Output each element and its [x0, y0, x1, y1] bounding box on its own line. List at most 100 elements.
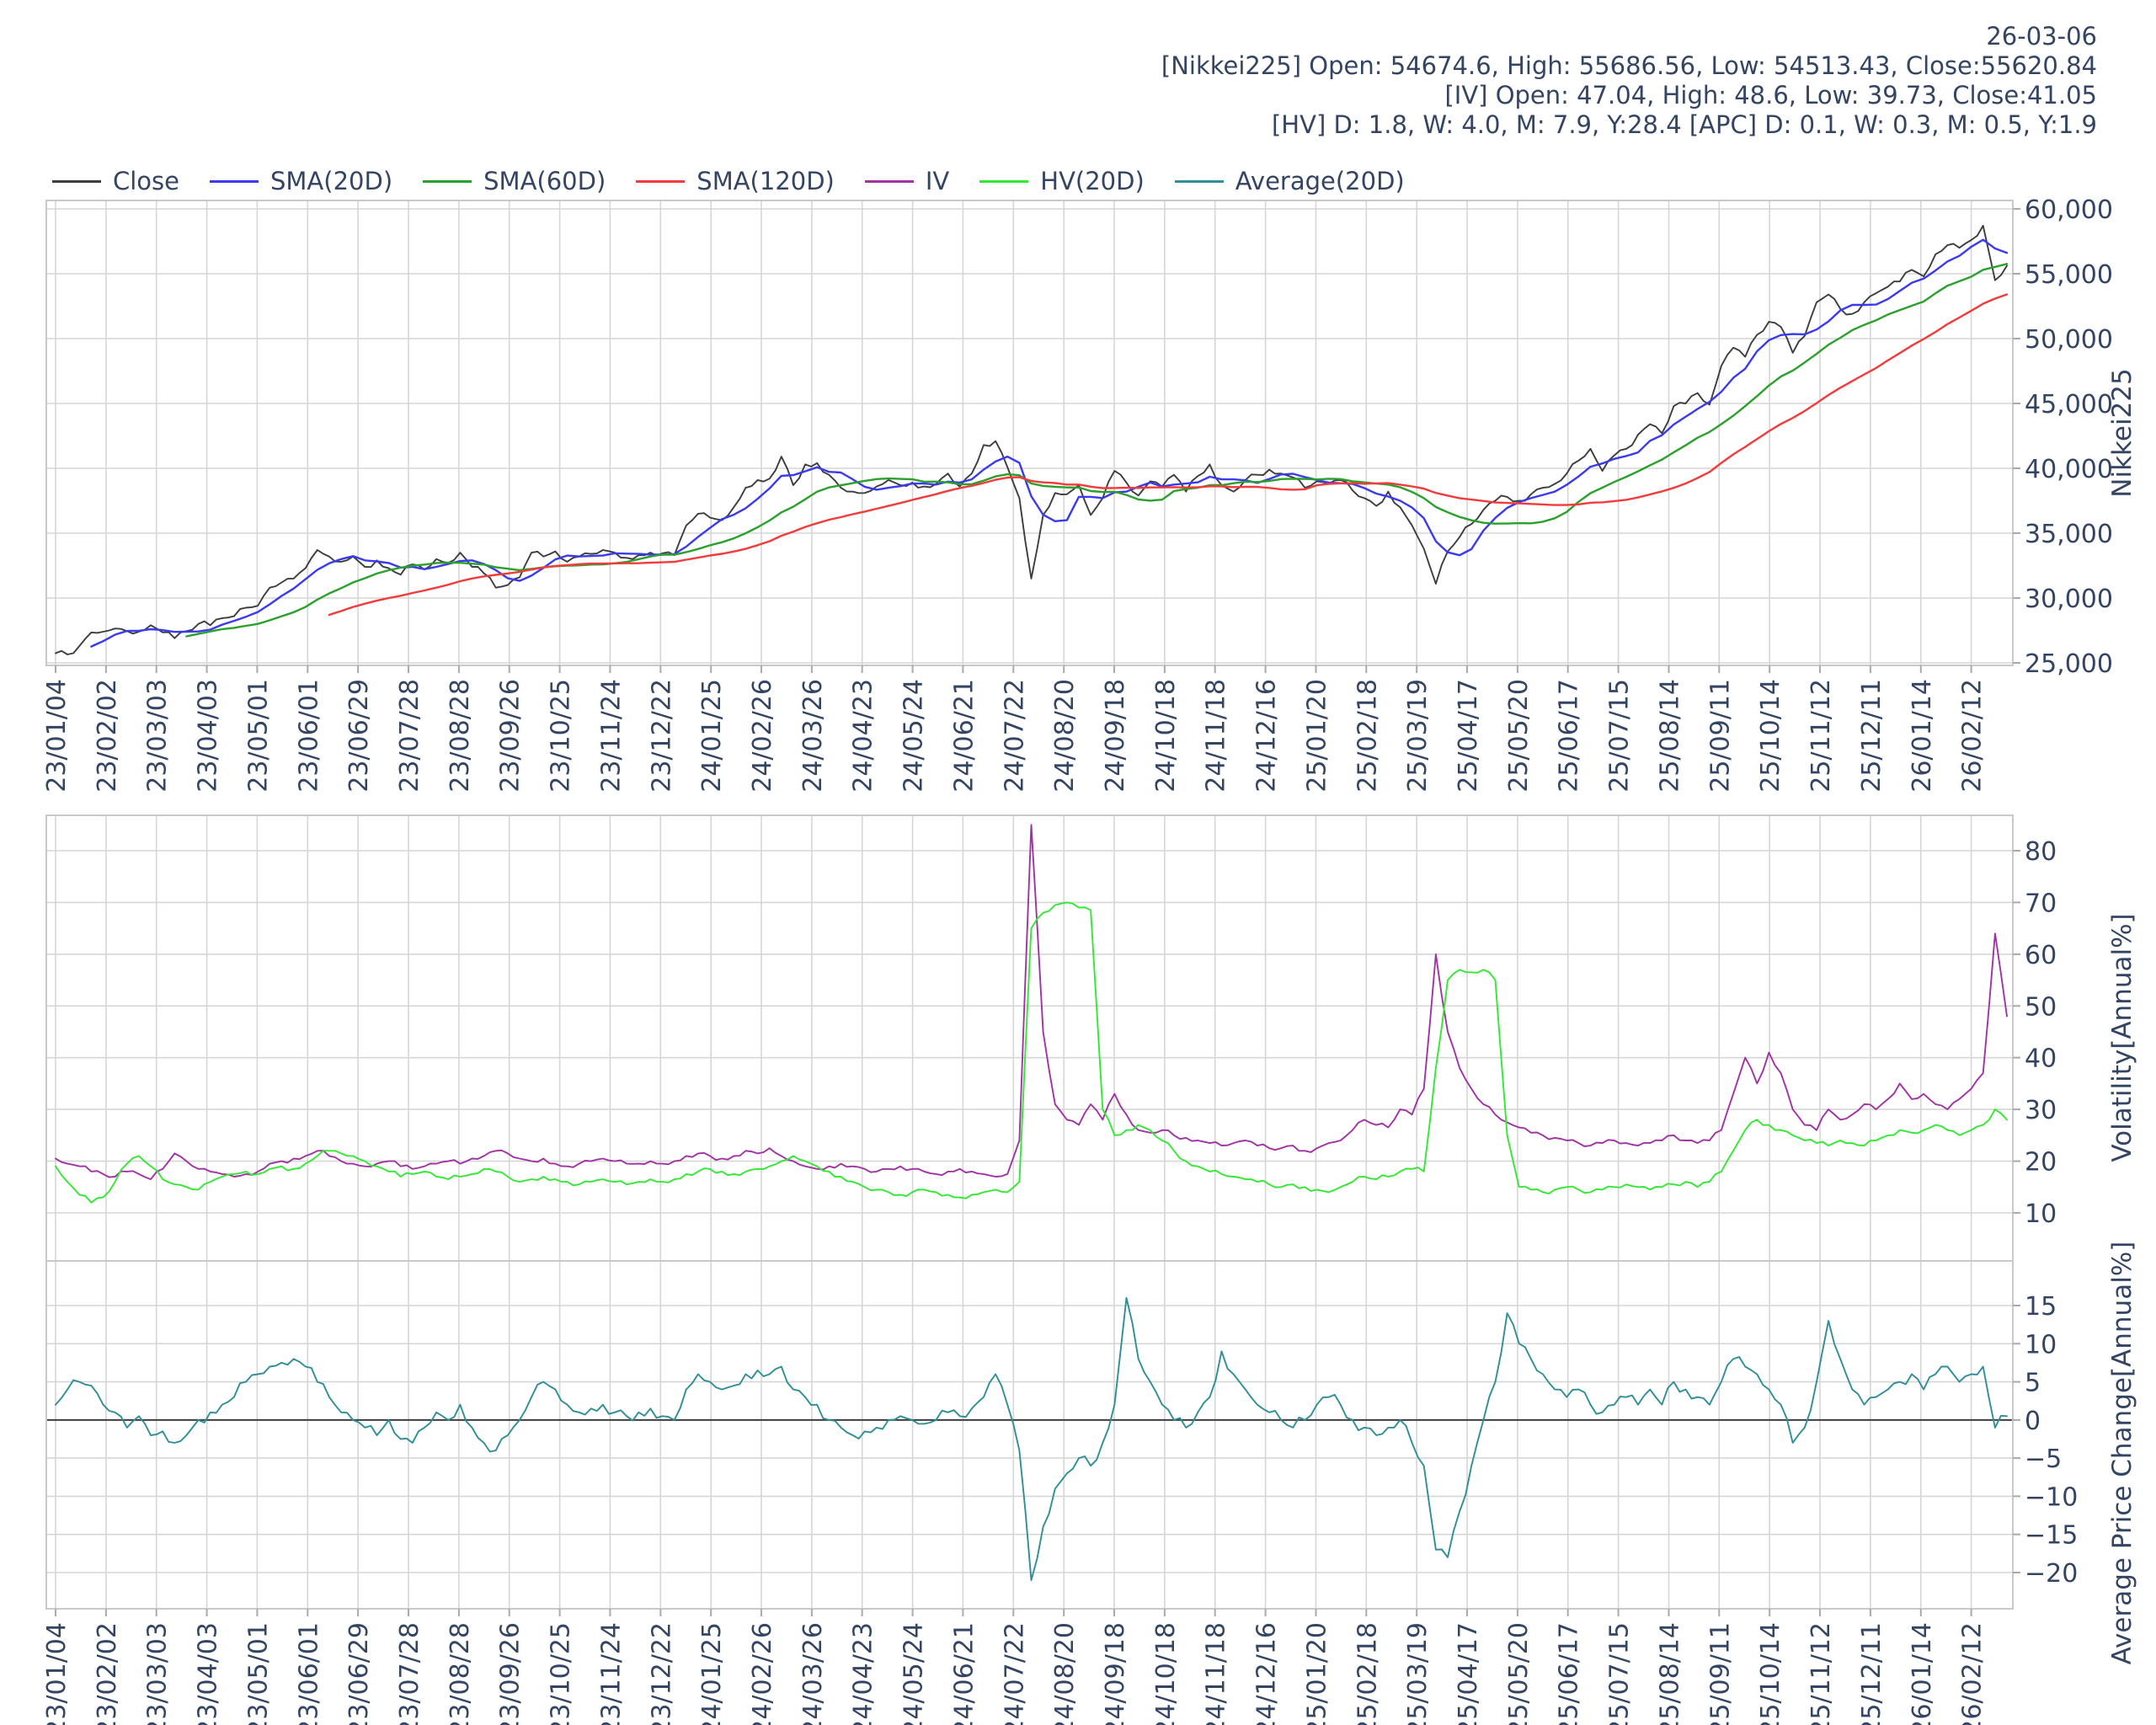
average-price-change-annual-plot: −20 −15 −10 −5 0 5 10 15 23/01/04 23/02/02 23/03/0…: [42, 1242, 2137, 1725]
x-tick-label: 24/03/26: [798, 679, 828, 793]
y-tick-label: 10: [2025, 1199, 2057, 1229]
x-tick-label: 24/10/18: [1151, 1622, 1181, 1725]
y-tick-label: 25,000: [2025, 649, 2113, 679]
x-tick-label: 25/10/14: [1756, 679, 1785, 793]
x-tick-label: 23/11/24: [596, 1622, 626, 1725]
x-tick-label: 23/08/28: [446, 1622, 475, 1725]
x-tick-label: 25/07/15: [1605, 1622, 1635, 1725]
x-tick-label: 24/03/26: [798, 1622, 828, 1725]
x-tick-label: 24/02/26: [748, 679, 777, 793]
x-tick-label: 23/08/28: [446, 679, 475, 793]
x-tick-label: 25/04/17: [1454, 1622, 1483, 1725]
x-tick-label: 24/05/24: [899, 679, 929, 793]
x-tick-label: 24/12/16: [1252, 1622, 1282, 1725]
x-tick-label: 24/06/21: [949, 1622, 979, 1725]
legend-label: SMA(120D): [696, 167, 835, 195]
x-tick-label: 25/03/19: [1403, 679, 1433, 793]
y-tick-label: −5: [2025, 1445, 2062, 1474]
legend-item-iv: IV: [864, 167, 950, 195]
x-tick-label: 23/05/01: [243, 679, 273, 793]
sma-120d-line: [328, 293, 2009, 617]
x-tick-label: 24/04/23: [849, 679, 878, 793]
x-tick-label: 24/07/22: [1000, 679, 1029, 793]
y-tick-label: 15: [2025, 1292, 2057, 1322]
legend-item-close: Close: [52, 167, 179, 195]
legend-swatch-sma-120d: [636, 179, 686, 183]
x-tick-label: 23/10/25: [547, 1622, 576, 1725]
x-tick-label: 23/01/04: [42, 679, 72, 793]
x-tick-label: 23/01/04: [42, 1622, 72, 1725]
x-tick-label: 23/03/03: [143, 679, 173, 793]
hv-apc-summary: [HV] D: 1.8, W: 4.0, M: 7.9, Y:28.4 [APC…: [1271, 110, 2097, 139]
x-tick-label: 24/09/18: [1101, 1622, 1130, 1725]
x-tick-label: 23/12/22: [647, 679, 676, 793]
y-tick-label: −10: [2025, 1482, 2078, 1512]
x-tick-label: 25/09/11: [1705, 1622, 1735, 1725]
legend-label: SMA(20D): [270, 167, 393, 195]
y-tick-label: 0: [2025, 1407, 2041, 1436]
legend-label: HV(20D): [1040, 167, 1145, 195]
y-tick-label: 50: [2025, 992, 2057, 1022]
iv-line: [55, 824, 2008, 1181]
plot-frame: [45, 1260, 2014, 1610]
x-tick-label: 25/06/17: [1555, 1622, 1584, 1725]
y-tick-label: 60,000: [2025, 195, 2113, 225]
average-20d-line: [55, 1296, 2008, 1582]
sma-60d-line: [185, 263, 2009, 638]
y-tick-label: 50,000: [2025, 325, 2113, 355]
x-tick-label: 26/01/14: [1908, 679, 1937, 793]
legend-swatch-sma-60d: [423, 179, 472, 183]
legend-swatch-close: [52, 179, 101, 183]
x-tick-label: 24/11/18: [1202, 1622, 1231, 1725]
y-tick-label: 35,000: [2025, 520, 2113, 549]
x-tick-label: 25/03/19: [1403, 1622, 1433, 1725]
legend-item-average-20d: Average(20D): [1174, 167, 1405, 195]
x-tick-label: 25/10/14: [1756, 1622, 1785, 1725]
x-tick-label: 24/12/16: [1252, 679, 1282, 793]
y-tick-label: 80: [2025, 837, 2057, 867]
x-tick-label: 24/01/25: [697, 1622, 727, 1725]
legend-label: SMA(60D): [483, 167, 606, 195]
x-tick-label: 26/02/12: [1958, 679, 1988, 793]
x-tick-label: 25/05/20: [1504, 679, 1534, 793]
x-tick-label: 25/01/20: [1303, 679, 1332, 793]
y-tick-label: 30,000: [2025, 585, 2113, 614]
x-tick-label: 23/02/02: [93, 679, 122, 793]
x-tick-label: 24/06/21: [949, 679, 979, 793]
x-tick-label: 25/11/12: [1806, 679, 1836, 793]
x-tick-label: 25/02/18: [1353, 1622, 1382, 1725]
date-label: 26-03-06: [1986, 22, 2097, 51]
x-tick-label: 25/06/17: [1555, 679, 1584, 793]
legend-item-sma-60d: SMA(60D): [423, 167, 606, 195]
x-tick-label: 24/01/25: [697, 679, 727, 793]
x-tick-label: 26/02/12: [1958, 1622, 1988, 1725]
legend-item-sma-120d: SMA(120D): [636, 167, 835, 195]
x-tick-label: 24/09/18: [1101, 679, 1130, 793]
x-tick-label: 24/04/23: [849, 1622, 878, 1725]
x-tick-label: 25/02/18: [1353, 679, 1382, 793]
x-tick-label: 23/03/03: [143, 1622, 173, 1725]
x-tick-label: 25/09/11: [1705, 679, 1735, 793]
x-tick-label: 24/05/24: [899, 1622, 929, 1725]
x-tick-label: 25/12/11: [1857, 1622, 1886, 1725]
x-tick-label: 25/08/14: [1656, 1622, 1685, 1725]
x-tick-label: 24/08/20: [1050, 679, 1080, 793]
x-tick-label: 24/07/22: [1000, 1622, 1029, 1725]
x-tick-label: 24/08/20: [1050, 1622, 1080, 1725]
legend-label: IV: [925, 167, 950, 195]
x-tick-label: 23/07/28: [395, 679, 424, 793]
legend-swatch-average-20d: [1174, 179, 1224, 183]
hv-20d-line: [55, 901, 2008, 1204]
y-tick-label: 30: [2025, 1096, 2057, 1125]
x-tick-label: 24/02/26: [748, 1622, 777, 1725]
y-tick-label: 10: [2025, 1330, 2057, 1359]
x-tick-label: 23/04/03: [194, 1622, 223, 1725]
legend-item-sma-20d: SMA(20D): [210, 167, 392, 195]
y-tick-label: 40: [2025, 1044, 2057, 1074]
nikkei-ohlc-summary: [Nikkei225] Open: 54674.6, High: 55686.5…: [1161, 51, 2097, 80]
x-tick-label: 25/05/20: [1504, 1622, 1534, 1725]
x-tick-label: 23/05/01: [243, 1622, 273, 1725]
y-tick-label: −20: [2025, 1559, 2078, 1589]
x-tick-label: 25/01/20: [1303, 1622, 1332, 1725]
